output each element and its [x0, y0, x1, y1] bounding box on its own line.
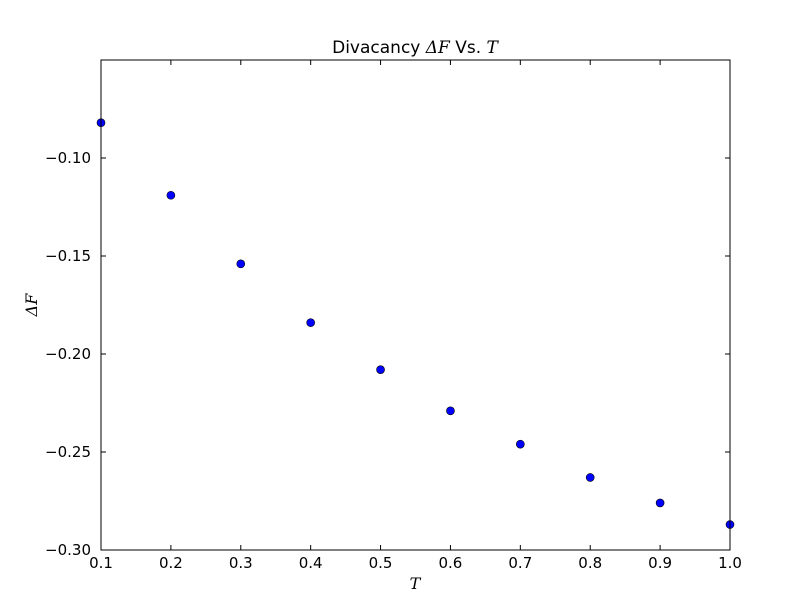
- chart-title-prefix: Divacancy: [332, 38, 426, 58]
- chart-title: Divacancy ΔF Vs. T: [332, 38, 499, 58]
- y-axis-label: ΔF: [22, 293, 41, 318]
- plot-area: [101, 60, 730, 550]
- y-axis-ticks: −0.10 −0.15 −0.20 −0.25 −0.30: [45, 149, 730, 559]
- x-axis-label: T: [410, 574, 422, 593]
- data-point: [516, 439, 525, 449]
- x-tick-label: 0.9: [648, 554, 672, 572]
- data-point: [306, 318, 315, 327]
- x-tick-label: 0.5: [369, 554, 393, 572]
- x-tick-label: 0.1: [89, 554, 113, 572]
- x-tick-label: 0.8: [578, 554, 602, 572]
- chart-title-middle: Vs.: [450, 38, 487, 58]
- chart-title-math-1: ΔF: [425, 38, 451, 58]
- plot-frame: [100, 59, 731, 551]
- x-axis-ticks: 0.1 0.2 0.3 0.4 0.5 0.6 0.7 0.8 0.9 1.0: [89, 60, 742, 572]
- data-point: [585, 473, 595, 482]
- data-points: [96, 118, 735, 529]
- data-point: [236, 259, 246, 269]
- x-tick-label: 0.4: [299, 554, 323, 572]
- x-tick-label: 0.2: [159, 554, 183, 572]
- data-point: [655, 498, 665, 508]
- data-point: [376, 365, 385, 374]
- x-tick-label: 0.7: [508, 554, 532, 572]
- x-tick-label: 0.6: [439, 554, 463, 572]
- y-tick-label: −0.20: [45, 345, 91, 363]
- x-tick-label: 1.0: [718, 554, 742, 572]
- y-tick-label: −0.15: [45, 247, 91, 265]
- chart-title-math-2: T: [487, 38, 500, 58]
- y-tick-label: −0.30: [45, 541, 91, 559]
- x-tick-label: 0.3: [229, 554, 253, 572]
- data-point: [166, 190, 176, 200]
- data-point: [446, 406, 455, 416]
- y-tick-label: −0.25: [45, 443, 91, 461]
- y-tick-label: −0.10: [45, 149, 91, 167]
